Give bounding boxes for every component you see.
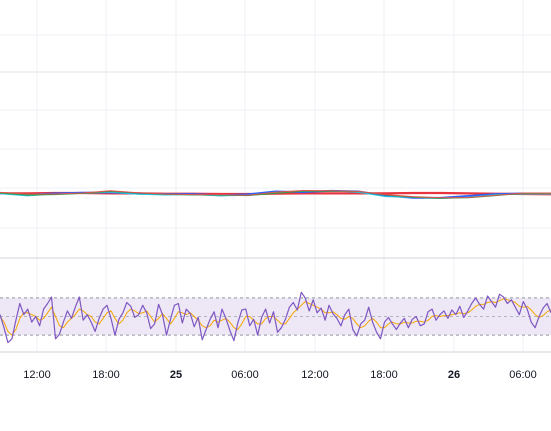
time-axis: 12:00 18:00 25 06:00 12:00 18:00 26 06:00 <box>23 369 537 381</box>
oscillator-series-0 <box>0 291 551 344</box>
oscillator-pane[interactable] <box>0 291 551 344</box>
x-tick-label: 26 <box>448 369 460 381</box>
price-series-4 <box>0 190 551 199</box>
x-tick-label: 06:00 <box>231 369 259 381</box>
x-tick-label: 12:00 <box>301 369 329 381</box>
x-tick-label: 12:00 <box>23 369 51 381</box>
grid-lines <box>0 0 551 353</box>
x-tick-label: 06:00 <box>509 369 537 381</box>
oscillator-series-1 <box>0 298 551 336</box>
price-pane[interactable] <box>0 189 551 199</box>
x-tick-label: 25 <box>170 369 182 381</box>
x-tick-label: 18:00 <box>92 369 120 381</box>
x-tick-label: 18:00 <box>370 369 398 381</box>
